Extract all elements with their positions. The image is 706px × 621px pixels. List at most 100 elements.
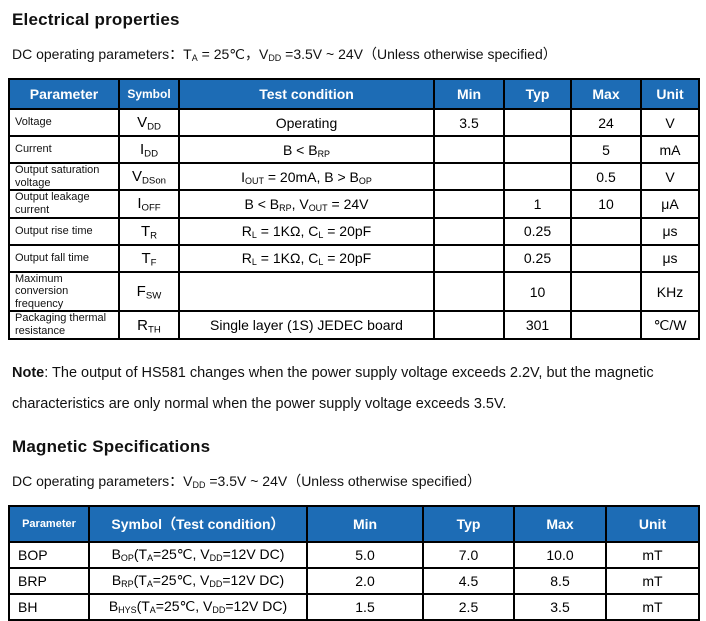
unit-cell: μs	[640, 216, 700, 246]
unit-cell: V	[640, 108, 700, 137]
condition-cell: Single layer (1S) JEDEC board	[178, 310, 435, 340]
unit-cell: KHz	[640, 270, 700, 313]
unit-cell: mT	[605, 566, 700, 595]
symbol-cell: IOFF	[118, 189, 180, 219]
min-cell	[433, 189, 505, 219]
unit-cell: V	[640, 161, 700, 192]
max-cell: 0.5	[570, 161, 642, 192]
parameter-cell: Output rise time	[8, 216, 120, 246]
unit-cell: μA	[640, 189, 700, 219]
header-row: Parameter Symbol Test condition Min Typ …	[8, 78, 700, 110]
note-paragraph: Note: The output of HS581 changes when t…	[12, 358, 684, 421]
unit-cell: mT	[605, 540, 700, 569]
parameter-cell: Output fall time	[8, 243, 120, 273]
min-cell: 3.5	[433, 108, 505, 137]
table-row: Output leakage current IOFF B < BRP, VOUT …	[8, 189, 700, 219]
symbol-cell: TF	[118, 243, 180, 273]
col-header-typ: Typ	[422, 504, 515, 543]
max-cell: 10.0	[513, 540, 607, 569]
min-cell: 2.0	[306, 566, 424, 595]
typ-cell: 10	[503, 270, 572, 313]
table-row: Packaging thermal resistance RTH Single la…	[8, 310, 700, 340]
symbol-condition-cell: BOP(TA=25℃, VDD=12V DC)	[88, 540, 308, 569]
header-row: Parameter Symbol（Test condition） Min Typ…	[8, 504, 700, 543]
symbol-condition-cell: BHYS(TA=25℃, VDD=12V DC)	[88, 592, 308, 621]
col-header-symbol: Symbol	[118, 78, 180, 110]
min-cell	[433, 270, 505, 313]
unit-cell: ℃/W	[640, 310, 700, 340]
unit-cell: mA	[640, 135, 700, 164]
symbol-cell: TR	[118, 216, 180, 246]
symbol-cell: VDSon	[118, 161, 180, 192]
col-header-typ: Typ	[503, 78, 572, 110]
max-cell: 10	[570, 189, 642, 219]
min-cell: 1.5	[306, 592, 424, 621]
table-row: Maximum conversion frequency FSW 10 KHz	[8, 270, 700, 313]
parameter-cell: BRP	[8, 566, 90, 595]
parameter-cell: Voltage	[8, 108, 120, 137]
condition-cell: RL = 1KΩ, CL = 20pF	[178, 243, 435, 273]
symbol-cell: IDD	[118, 135, 180, 164]
max-cell: 3.5	[513, 592, 607, 621]
col-header-max: Max	[513, 504, 607, 543]
parameter-cell: BH	[8, 592, 90, 621]
col-header-max: Max	[570, 78, 642, 110]
min-cell	[433, 310, 505, 340]
parameter-cell: Packaging thermal resistance	[8, 310, 120, 340]
symbol-cell: FSW	[118, 270, 180, 313]
parameter-cell: Current	[8, 135, 120, 164]
typ-cell: 0.25	[503, 243, 572, 273]
max-cell: 24	[570, 108, 642, 137]
min-cell	[433, 161, 505, 192]
col-header-parameter: Parameter	[8, 504, 90, 543]
note-text: : The output of HS581 changes when the p…	[12, 364, 654, 413]
symbol-cell: VDD	[118, 108, 180, 137]
typ-cell	[503, 108, 572, 137]
col-header-min: Min	[433, 78, 505, 110]
max-cell: 5	[570, 135, 642, 164]
min-cell	[433, 243, 505, 273]
typ-cell: 1	[503, 189, 572, 219]
col-header-unit: Unit	[605, 504, 700, 543]
col-header-symbol-test-condition: Symbol（Test condition）	[88, 504, 308, 543]
parameter-cell: BOP	[8, 540, 90, 569]
magnetic-specifications-title: Magnetic Specifications	[12, 436, 211, 456]
max-cell	[570, 216, 642, 246]
table-row: Output fall time TF RL = 1KΩ, CL = 20pF 0.2…	[8, 243, 700, 273]
electrical-conditions-line: DC operating parameters：TA = 25℃，VDD =3.…	[12, 46, 557, 64]
table-row: Voltage VDD Operating 3.5 24 V	[8, 108, 700, 137]
symbol-cell: RTH	[118, 310, 180, 340]
typ-cell: 301	[503, 310, 572, 340]
col-header-parameter: Parameter	[8, 78, 120, 110]
table-row: BRP BRP(TA=25℃, VDD=12V DC) 2.0 4.5 8.5 mT	[8, 566, 700, 595]
table-row: Current IDD B < BRP 5 mA	[8, 135, 700, 164]
condition-cell: Operating	[178, 108, 435, 137]
condition-cell: B < BRP	[178, 135, 435, 164]
typ-cell: 7.0	[422, 540, 515, 569]
table-row: BOP BOP(TA=25℃, VDD=12V DC) 5.0 7.0 10.0 mT	[8, 540, 700, 569]
max-cell	[570, 270, 642, 313]
note-label: Note	[12, 364, 45, 381]
unit-cell: μs	[640, 243, 700, 273]
min-cell	[433, 216, 505, 246]
magnetic-table: Parameter Symbol（Test condition） Min Typ…	[8, 504, 700, 621]
col-header-min: Min	[306, 504, 424, 543]
min-cell	[433, 135, 505, 164]
table-row: Output saturation voltage VDSon IOUT = 20m…	[8, 161, 700, 192]
typ-cell	[503, 135, 572, 164]
magnetic-conditions-line: DC operating parameters：VDD =3.5V ~ 24V（…	[12, 472, 481, 490]
condition-cell: B < BRP, VOUT = 24V	[178, 189, 435, 219]
col-header-unit: Unit	[640, 78, 700, 110]
col-header-test-condition: Test condition	[178, 78, 435, 110]
table-row: Output rise time TR RL = 1KΩ, CL = 20pF 0.2…	[8, 216, 700, 246]
parameter-cell: Output saturation voltage	[8, 161, 120, 192]
condition-cell: RL = 1KΩ, CL = 20pF	[178, 216, 435, 246]
condition-cell	[178, 270, 435, 313]
typ-cell: 4.5	[422, 566, 515, 595]
parameter-cell: Output leakage current	[8, 189, 120, 219]
typ-cell	[503, 161, 572, 192]
datasheet-page: Electrical properties DC operating param…	[8, 10, 700, 621]
min-cell: 5.0	[306, 540, 424, 569]
condition-cell: IOUT = 20mA, B > BOP	[178, 161, 435, 192]
electrical-table: Parameter Symbol Test condition Min Typ …	[8, 78, 700, 340]
